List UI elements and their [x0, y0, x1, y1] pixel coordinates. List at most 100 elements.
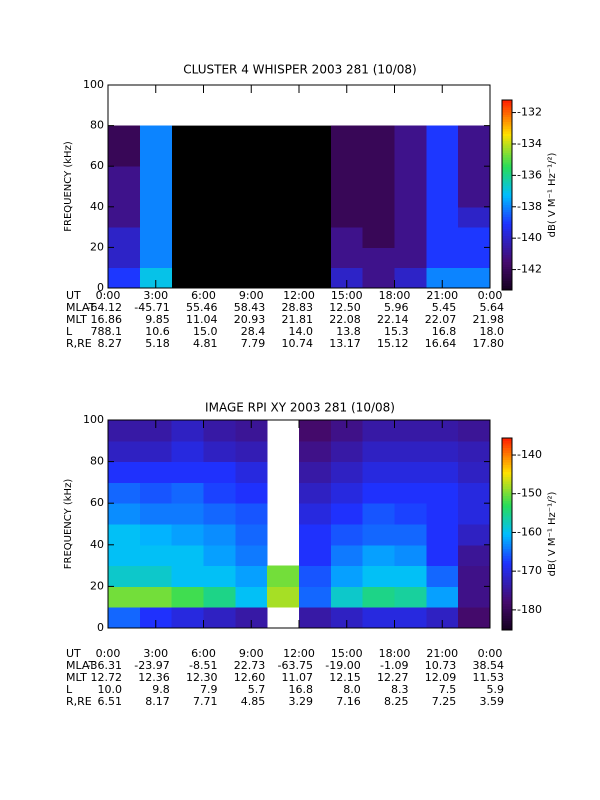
- colorbar-swatch: [502, 211, 512, 215]
- spectrogram-cell: [171, 544, 204, 567]
- spectrogram-cell: [108, 267, 141, 289]
- colorbar-swatch: [502, 622, 512, 626]
- colorbar-swatch: [502, 462, 512, 465]
- colorbar-swatch: [502, 586, 512, 590]
- spectrogram-cell: [171, 461, 204, 483]
- spectrogram-cell: [171, 440, 204, 463]
- ephemeris-value: 3.29: [289, 695, 314, 708]
- x-tick-label: 6:00: [191, 289, 216, 302]
- colorbar-swatch: [502, 500, 512, 504]
- spectrogram-cell: [299, 420, 332, 442]
- colorbar-tick-label: -140: [517, 448, 542, 461]
- spectrogram-cell: [426, 206, 459, 228]
- spectrogram-cell: [426, 586, 459, 608]
- x-axis-label: UT: [66, 647, 81, 660]
- spectrogram-cell: [426, 607, 459, 629]
- spectrogram-cell: [139, 544, 173, 567]
- x-tick-label: 0:00: [478, 647, 503, 660]
- ephemeris-value: 5.96: [384, 301, 409, 314]
- ephemeris-value: -45.71: [134, 301, 169, 314]
- spectrogram-cell: [362, 607, 395, 629]
- colorbar-swatch: [502, 259, 512, 262]
- spectrogram-cell: [394, 607, 427, 629]
- ephemeris-value: 5.18: [145, 337, 170, 350]
- spectrogram-cell: [139, 166, 173, 187]
- y-tick-label: 40: [90, 200, 104, 213]
- spectrogram-cell: [203, 524, 236, 546]
- spectrogram-cell: [394, 186, 427, 208]
- colorbar-swatch: [502, 562, 512, 566]
- colorbar-swatch: [502, 565, 512, 569]
- spectrogram-cell: [299, 440, 332, 463]
- spectrogram-cell: [171, 586, 204, 608]
- colorbar-swatch: [502, 603, 512, 607]
- spectrogram-cell: [394, 440, 427, 463]
- y-tick-label: 0: [97, 621, 104, 634]
- ephemeris-value: 8.3: [391, 683, 409, 696]
- spectrogram-cell: [267, 586, 300, 608]
- colorbar-swatch: [502, 247, 512, 251]
- spectrogram-cell: [203, 503, 236, 525]
- spectrogram-cell: [458, 565, 491, 587]
- colorbar-swatch: [502, 228, 512, 232]
- ephemeris-value: 16.8: [289, 683, 314, 696]
- colorbar-swatch: [502, 613, 512, 617]
- colorbar-swatch: [502, 627, 512, 631]
- spectrogram-cell: [108, 166, 141, 187]
- ephemeris-value: 7.71: [193, 695, 218, 708]
- colorbar-swatch: [502, 555, 512, 559]
- colorbar-tick-label: -160: [517, 525, 542, 538]
- colorbar-swatch: [502, 512, 512, 516]
- spectrogram-cell: [394, 524, 427, 546]
- ephemeris-value: -1.09: [380, 659, 408, 672]
- spectrogram-cell: [235, 482, 268, 504]
- ephemeris-value: -8.51: [189, 659, 217, 672]
- colorbar-swatch: [502, 287, 512, 291]
- spectrogram-cell: [394, 461, 427, 483]
- colorbar-swatch: [502, 218, 512, 222]
- colorbar-swatch: [502, 252, 512, 255]
- ephemeris-value: 12.60: [234, 671, 266, 684]
- colorbar-swatch: [502, 190, 512, 194]
- spectrogram-cell: [330, 607, 364, 629]
- spectrogram-cell: [299, 482, 332, 504]
- colorbar-swatch: [502, 100, 512, 103]
- spectrogram-cell: [330, 420, 364, 442]
- ephemeris-value: 20.93: [234, 313, 266, 326]
- spectrogram-cell: [108, 125, 141, 147]
- spectrogram-cell: [362, 440, 395, 463]
- colorbar-swatch: [502, 221, 512, 224]
- colorbar-swatch: [502, 123, 512, 127]
- spectrogram-cell: [139, 503, 173, 525]
- spectrogram-cell: [330, 544, 364, 567]
- ephemeris-value: 16.86: [91, 313, 123, 326]
- colorbar-swatch: [502, 450, 512, 453]
- spectrogram-cell: [203, 461, 236, 483]
- colorbar-swatch: [502, 594, 512, 597]
- spectrogram-cell: [394, 586, 427, 608]
- spectrogram-cell: [362, 524, 395, 546]
- ephemeris-value: 9.8: [152, 683, 170, 696]
- colorbar-swatch: [502, 225, 512, 229]
- ephemeris-value: 8.0: [343, 683, 361, 696]
- ephemeris-value: 22.08: [329, 313, 361, 326]
- colorbar-swatch: [502, 536, 512, 540]
- spectrogram-cell: [330, 461, 364, 483]
- colorbar-swatch: [502, 596, 512, 600]
- colorbar-swatch: [502, 584, 512, 588]
- ephemeris-value: 58.43: [234, 301, 266, 314]
- colorbar-swatch: [502, 469, 512, 473]
- x-tick-label: 3:00: [143, 289, 168, 302]
- spectrogram-cell: [362, 247, 395, 269]
- colorbar-label: dB( V M⁻¹ Hz⁻¹/²): [547, 153, 558, 238]
- ephemeris-value: 3.59: [480, 695, 505, 708]
- spectrogram-cell: [235, 544, 268, 567]
- ephemeris-value: 8.27: [98, 337, 123, 350]
- colorbar-swatch: [502, 534, 512, 537]
- colorbar-swatch: [502, 454, 512, 458]
- colorbar-swatch: [502, 166, 512, 170]
- chart-title: CLUSTER 4 WHISPER 2003 281 (10/08): [183, 63, 416, 77]
- spectrogram-cell: [108, 586, 141, 608]
- spectrogram-cell: [458, 440, 491, 463]
- colorbar-swatch: [502, 459, 512, 463]
